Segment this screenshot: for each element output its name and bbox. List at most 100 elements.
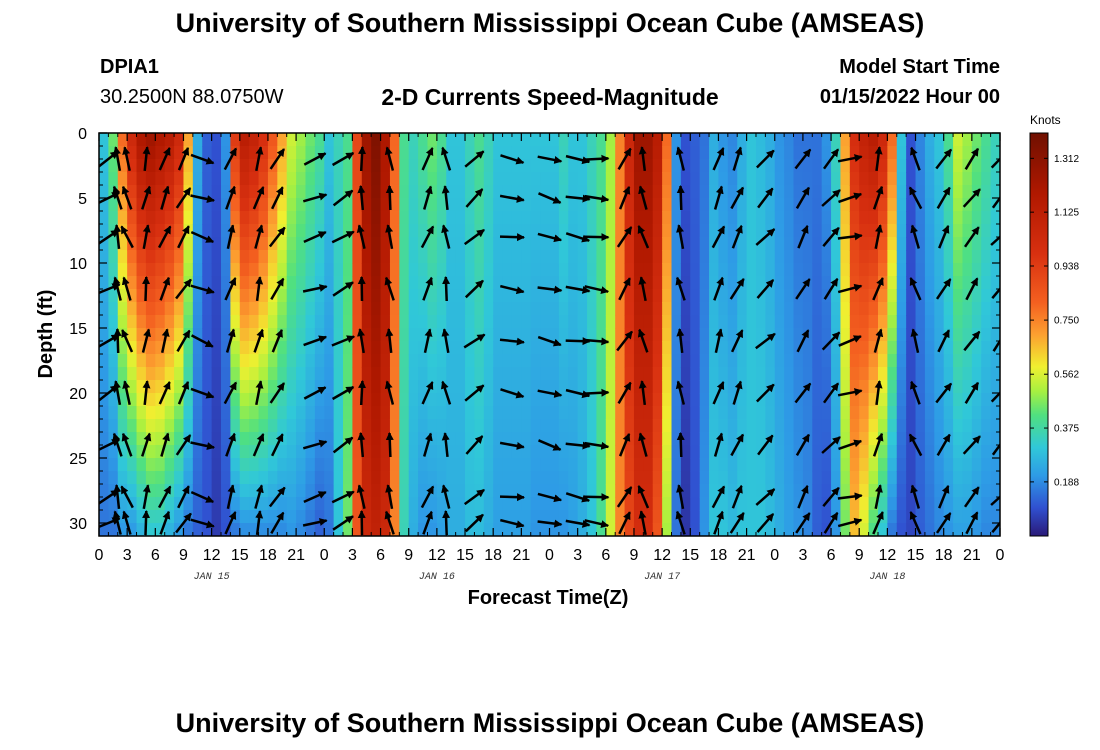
heat-cell bbox=[802, 198, 813, 212]
heat-cell bbox=[746, 419, 757, 433]
heat-cell bbox=[924, 393, 935, 407]
heat-cell bbox=[633, 354, 644, 368]
heat-cell bbox=[267, 250, 278, 264]
heat-cell bbox=[671, 523, 682, 536]
heat-cell bbox=[230, 523, 241, 536]
heat-cell bbox=[662, 250, 673, 264]
heat-cell bbox=[174, 263, 185, 277]
current-vector bbox=[638, 276, 647, 302]
heat-cell bbox=[493, 484, 504, 498]
heat-cell bbox=[755, 341, 766, 355]
current-vector bbox=[225, 328, 236, 353]
heat-cell bbox=[558, 367, 569, 381]
heat-cell bbox=[436, 159, 447, 173]
heat-cell bbox=[962, 172, 973, 186]
heat-cell bbox=[108, 133, 119, 147]
heat-cell bbox=[596, 198, 607, 212]
heat-cell bbox=[465, 523, 476, 536]
heat-cell bbox=[802, 263, 813, 277]
heat-cell bbox=[446, 471, 457, 485]
current-vector bbox=[711, 485, 726, 509]
heat-cell bbox=[127, 328, 138, 342]
heat-cell bbox=[877, 471, 888, 485]
heat-cell bbox=[746, 198, 757, 212]
current-vector bbox=[499, 518, 525, 529]
heat-cell bbox=[493, 263, 504, 277]
heat-cell bbox=[314, 432, 325, 446]
heat-cell bbox=[596, 445, 607, 459]
heat-cell bbox=[615, 172, 626, 186]
current-vector bbox=[441, 185, 450, 211]
heat-cell bbox=[831, 367, 842, 381]
heat-cell bbox=[934, 432, 945, 446]
heat-cell bbox=[774, 146, 785, 160]
heat-cell bbox=[530, 172, 541, 186]
heat-cell bbox=[145, 237, 156, 251]
heat-cell bbox=[127, 302, 138, 316]
heat-cell bbox=[408, 250, 419, 264]
x-tick-label: 15 bbox=[907, 547, 925, 564]
current-vector bbox=[936, 186, 951, 210]
heat-cell bbox=[971, 406, 982, 420]
heat-cell bbox=[924, 432, 935, 446]
heat-cell bbox=[530, 211, 541, 225]
current-vector bbox=[302, 284, 328, 293]
current-vector bbox=[992, 329, 1000, 352]
heat-cell bbox=[802, 237, 813, 251]
heat-cell bbox=[427, 263, 438, 277]
heat-cell bbox=[737, 523, 748, 536]
heat-cell bbox=[662, 159, 673, 173]
heat-cell bbox=[343, 237, 354, 251]
heat-cell bbox=[277, 445, 288, 459]
heat-cell bbox=[502, 354, 513, 368]
heat-cell bbox=[568, 523, 579, 536]
heat-cell bbox=[596, 510, 607, 524]
x-tick-label: 0 bbox=[95, 547, 104, 564]
heat-cell bbox=[849, 510, 860, 524]
heat-cell bbox=[652, 185, 663, 199]
heat-cell bbox=[690, 445, 701, 459]
heat-cell bbox=[924, 367, 935, 381]
heat-cell bbox=[427, 341, 438, 355]
heat-cell bbox=[418, 380, 429, 394]
heat-cell bbox=[924, 224, 935, 238]
current-vector bbox=[420, 225, 435, 249]
heat-cell bbox=[371, 289, 382, 303]
heat-cell bbox=[662, 497, 673, 511]
heat-cell bbox=[924, 510, 935, 524]
heat-cell bbox=[802, 393, 813, 407]
heat-cell bbox=[296, 484, 307, 498]
heat-cell bbox=[643, 471, 654, 485]
heat-cell bbox=[286, 146, 297, 160]
heat-cell bbox=[568, 471, 579, 485]
heat-cell bbox=[521, 185, 532, 199]
heat-cell bbox=[333, 146, 344, 160]
heat-cell bbox=[127, 341, 138, 355]
heat-cell bbox=[577, 198, 588, 212]
heat-cell bbox=[155, 250, 166, 264]
heat-cell bbox=[305, 198, 316, 212]
heat-cell bbox=[784, 198, 795, 212]
heat-cell bbox=[587, 393, 598, 407]
heat-cell bbox=[633, 497, 644, 511]
heat-cell bbox=[671, 445, 682, 459]
current-vector bbox=[565, 154, 591, 165]
heat-cell bbox=[652, 510, 663, 524]
heat-cell bbox=[258, 367, 269, 381]
x-tick-label: 3 bbox=[348, 547, 357, 564]
heat-cell bbox=[784, 497, 795, 511]
heat-cell bbox=[455, 263, 466, 277]
heat-cell bbox=[483, 406, 494, 420]
heat-cell bbox=[502, 406, 513, 420]
heat-cell bbox=[652, 172, 663, 186]
heat-cell bbox=[671, 367, 682, 381]
heat-cell bbox=[136, 406, 147, 420]
heat-cell bbox=[267, 302, 278, 316]
heat-cell bbox=[99, 367, 109, 381]
current-vector bbox=[675, 276, 686, 301]
heat-cell bbox=[615, 198, 626, 212]
heat-cell bbox=[671, 250, 682, 264]
heat-cell bbox=[352, 315, 363, 329]
heat-cell bbox=[896, 159, 907, 173]
heat-cell bbox=[671, 172, 682, 186]
